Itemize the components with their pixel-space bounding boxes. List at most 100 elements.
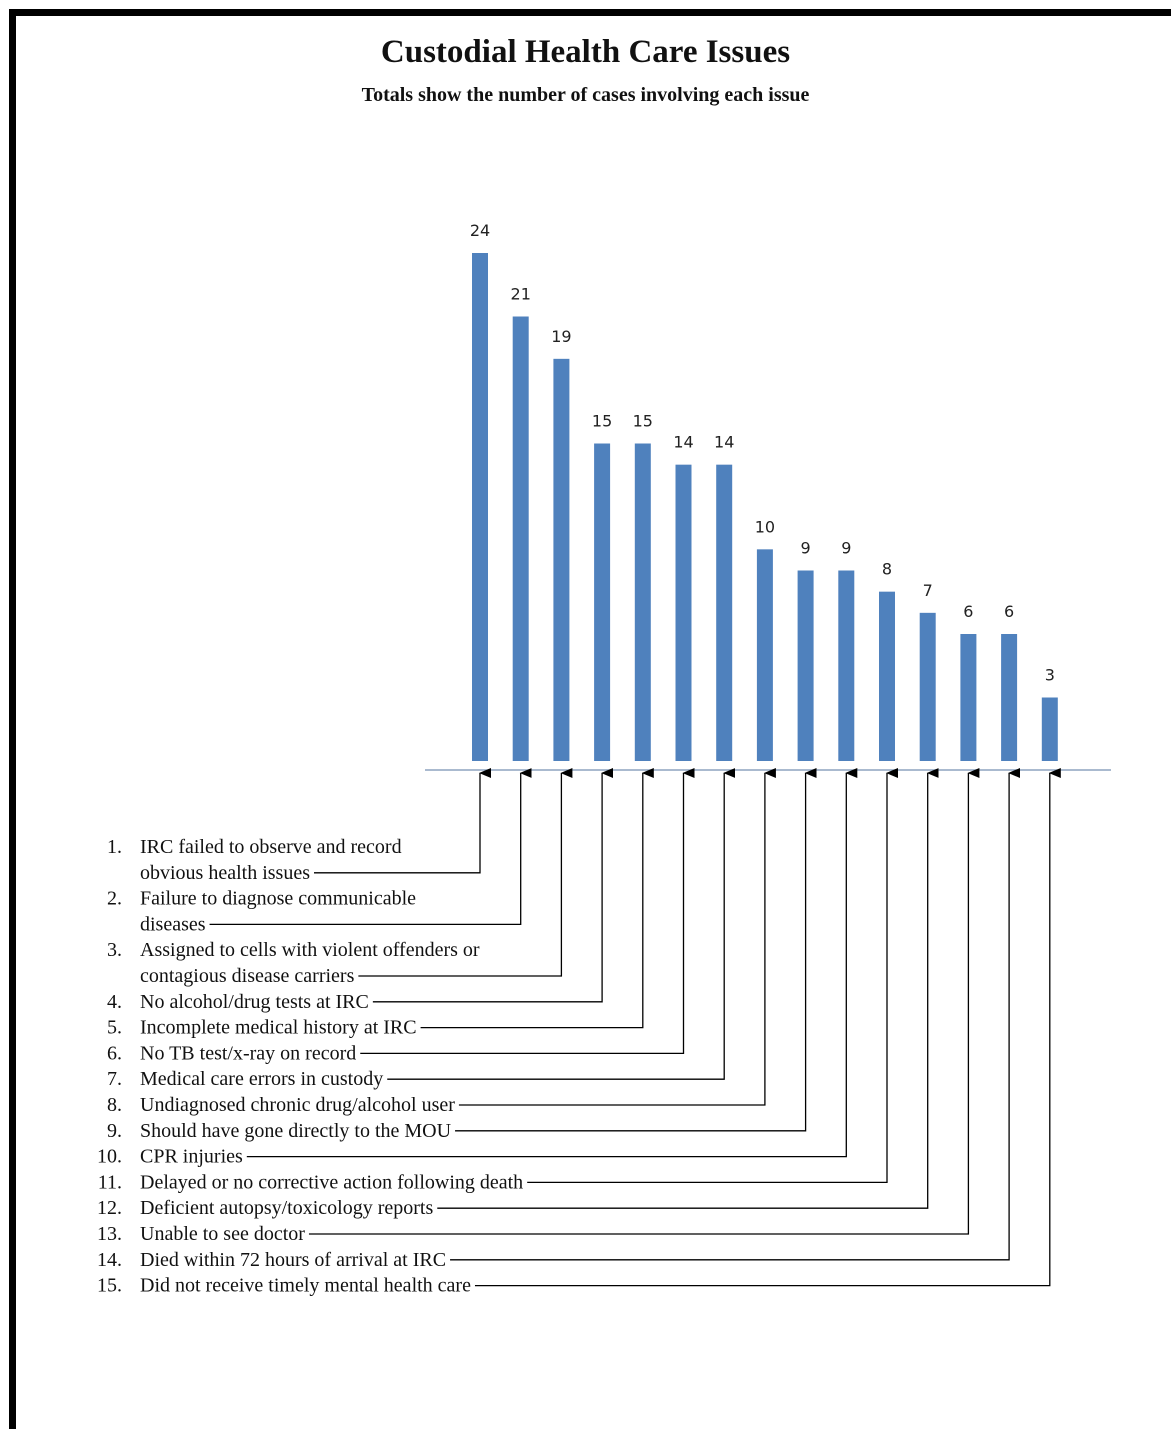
bar-9 — [797, 570, 814, 761]
legend-item-9: 9. Should have gone directly to the MOU — [107, 1120, 452, 1142]
value-label-4: 15 — [592, 412, 612, 431]
value-label-8: 10 — [755, 517, 775, 536]
legend-item-8: 8. Undiagnosed chronic drug/alcohol user — [107, 1094, 455, 1116]
legend-item-15: 15. Did not receive timely mental health … — [97, 1275, 471, 1297]
legend-number: 3. — [107, 939, 122, 961]
legend-text-line: contagious disease carriers — [140, 965, 355, 987]
leader-line-12 — [437, 768, 939, 1209]
legend-item-6: 6. No TB test/x-ray on record — [107, 1042, 356, 1064]
legend-number: 2. — [107, 888, 122, 910]
leader-line-14 — [450, 768, 1021, 1261]
leader-line-1 — [314, 768, 491, 874]
legend-layer: 1. IRC failed to observe and record obviou… — [97, 836, 523, 1297]
bar-7 — [716, 464, 733, 761]
legend-item-13: 13. Unable to see doctor — [97, 1223, 305, 1245]
value-label-5: 15 — [633, 412, 653, 431]
bar-12 — [919, 612, 936, 761]
legend-item-1: 1. IRC failed to observe and record obviou… — [107, 836, 402, 884]
value-label-15: 3 — [1045, 666, 1055, 685]
legend-number: 10. — [97, 1146, 122, 1168]
legend-item-10: 10. CPR injuries — [97, 1146, 243, 1168]
legend-text-line: CPR injuries — [140, 1146, 243, 1168]
bar-13 — [960, 634, 977, 761]
bar-1 — [472, 253, 488, 761]
legend-text-line: Unable to see doctor — [140, 1223, 305, 1245]
legend-number: 13. — [97, 1223, 122, 1245]
leader-line-11 — [527, 768, 898, 1184]
legend-text-line: diseases — [140, 913, 206, 935]
legend-text-line: Died within 72 hours of arrival at IRC — [140, 1249, 446, 1271]
value-label-1: 24 — [470, 221, 490, 240]
leader-line-3 — [358, 768, 573, 977]
legend-item-3: 3. Assigned to cells with violent offende… — [107, 939, 480, 987]
legend-item-14: 14. Died within 72 hours of arrival at IR… — [97, 1249, 446, 1271]
legend-number: 5. — [107, 1017, 122, 1039]
value-label-12: 7 — [923, 581, 933, 600]
chart-subtitle: Totals show the number of cases involvin… — [361, 84, 810, 106]
value-label-6: 14 — [673, 433, 693, 452]
legend-number: 14. — [97, 1249, 122, 1271]
leader-line-13 — [308, 768, 980, 1235]
bar-10 — [838, 570, 855, 761]
legend-item-5: 5. Incomplete medical history at IRC — [107, 1017, 417, 1039]
value-label-7: 14 — [714, 433, 734, 452]
legend-text-line: obvious health issues — [140, 862, 310, 884]
value-label-11: 8 — [882, 560, 892, 579]
leader-line-4 — [372, 768, 614, 1003]
bar-2 — [512, 316, 529, 761]
leader-line-9 — [455, 768, 817, 1132]
legend-item-7: 7. Medical care errors in custody — [107, 1068, 383, 1090]
leader-lines-layer — [209, 768, 1061, 1287]
legend-number: 11. — [98, 1171, 122, 1193]
legend-text-line: Should have gone directly to the MOU — [140, 1120, 452, 1142]
leader-line-8 — [458, 768, 776, 1106]
legend-text-line: Failure to diagnose communicable — [140, 888, 416, 910]
bar-5 — [634, 443, 651, 761]
value-label-9: 9 — [801, 539, 811, 558]
legend-text-line: Assigned to cells with violent offenders… — [140, 939, 480, 961]
bar-11 — [879, 591, 895, 761]
legend-text-line: Deficient autopsy/toxicology reports — [140, 1197, 433, 1219]
legend-item-11: 11. Delayed or no corrective action follo… — [98, 1171, 523, 1193]
bar-8 — [756, 549, 773, 761]
legend-text-line: Incomplete medical history at IRC — [140, 1017, 417, 1039]
value-label-10: 9 — [841, 539, 851, 558]
legend-text-line: No TB test/x-ray on record — [140, 1042, 356, 1064]
legend-text-line: Medical care errors in custody — [140, 1068, 383, 1090]
leader-line-15 — [474, 768, 1061, 1287]
leader-line-10 — [246, 768, 858, 1158]
value-label-13: 6 — [963, 602, 973, 621]
leader-line-6 — [360, 768, 695, 1055]
legend-text-line: No alcohol/drug tests at IRC — [140, 991, 369, 1013]
bar-15 — [1041, 697, 1058, 761]
leader-line-5 — [420, 768, 654, 1029]
bar-14 — [1001, 634, 1018, 761]
bars-layer: 24 21 19 15 15 14 14 10 9 9 8 7 6 6 3 — [470, 221, 1058, 761]
value-label-3: 19 — [551, 327, 571, 346]
legend-number: 15. — [97, 1275, 122, 1297]
legend-text-line: Undiagnosed chronic drug/alcohol user — [140, 1094, 455, 1116]
legend-number: 9. — [107, 1120, 122, 1142]
legend-text-line: Did not receive timely mental health car… — [140, 1275, 471, 1297]
legend-text-line: IRC failed to observe and record — [140, 836, 402, 858]
legend-number: 8. — [107, 1094, 122, 1116]
bar-4 — [594, 443, 611, 761]
legend-item-4: 4. No alcohol/drug tests at IRC — [107, 991, 369, 1013]
legend-number: 12. — [97, 1197, 122, 1219]
legend-item-12: 12. Deficient autopsy/toxicology reports — [97, 1197, 433, 1219]
value-label-2: 21 — [511, 285, 531, 304]
page-frame — [9, 9, 1171, 1429]
legend-number: 6. — [107, 1042, 122, 1064]
leader-line-2 — [209, 768, 532, 926]
legend-number: 4. — [107, 991, 122, 1013]
value-label-14: 6 — [1004, 602, 1014, 621]
bar-3 — [553, 358, 570, 761]
leader-line-7 — [387, 768, 736, 1080]
legend-number: 7. — [107, 1068, 122, 1090]
legend-text-line: Delayed or no corrective action followin… — [140, 1171, 523, 1193]
legend-item-2: 2. Failure to diagnose communicable diseas… — [107, 888, 416, 936]
chart-title: Custodial Health Care Issues — [380, 34, 791, 70]
bar-6 — [675, 464, 692, 761]
legend-number: 1. — [107, 836, 122, 858]
